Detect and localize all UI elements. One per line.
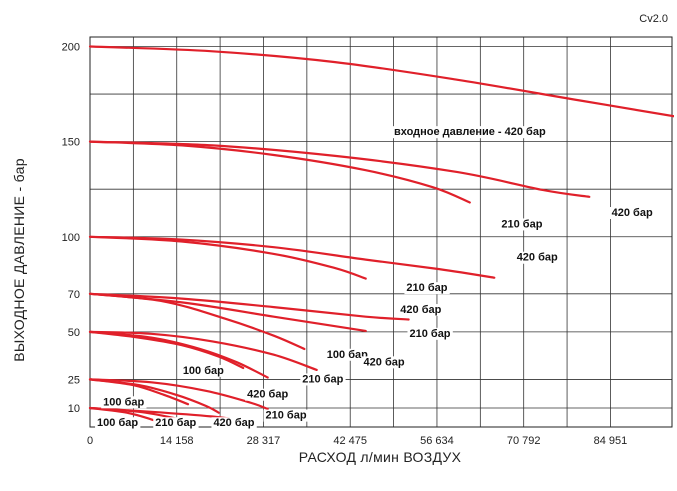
series-label-text-16: 100 бар bbox=[97, 417, 138, 429]
grid bbox=[89, 37, 672, 427]
series-label-3: 420 бар bbox=[514, 251, 561, 264]
series-label-bg-9 bbox=[300, 373, 346, 386]
series-label-4: 210 бар bbox=[404, 282, 450, 295]
series-label-bg-15 bbox=[153, 417, 199, 430]
series-line-25-420 bbox=[88, 378, 269, 410]
series-label-text-8: 420 бар bbox=[364, 356, 405, 368]
series-label-8: 420 бар bbox=[361, 356, 407, 369]
x-tick-label-4: 56 634 bbox=[420, 435, 454, 447]
series-line-70-420 bbox=[88, 292, 410, 321]
series-label-text-9: 210 бар bbox=[302, 373, 343, 385]
series-line-150-210 bbox=[88, 140, 471, 204]
series-label-10: 100 бар bbox=[180, 364, 227, 377]
series-label-bg-4 bbox=[404, 282, 450, 295]
y-tick-label-4: 100 bbox=[62, 232, 80, 244]
series-label-7: 100 бар bbox=[324, 348, 371, 361]
series-label-text-2: 210 бар bbox=[501, 218, 542, 230]
series-label-9: 210 бар bbox=[300, 373, 346, 386]
series-line-50-100 bbox=[88, 330, 245, 370]
y-tick-label-3: 70 bbox=[68, 289, 80, 301]
series-label-bg-8 bbox=[361, 356, 407, 369]
series-label-text-10: 100 бар bbox=[183, 365, 224, 377]
series-line-70-100 bbox=[88, 292, 306, 351]
series-label-bg-16 bbox=[95, 417, 141, 430]
series-label-text-6: 210 бар bbox=[409, 328, 450, 340]
series-label-5: 420 бар bbox=[398, 304, 444, 317]
series-line-25-100 bbox=[88, 378, 190, 406]
plot-frame bbox=[89, 36, 673, 428]
series-label-bg-12 bbox=[263, 409, 309, 422]
x-tick-label-1: 14 158 bbox=[160, 435, 194, 447]
series-label-2: 210 бар bbox=[499, 218, 545, 231]
series-label-text-11: 420 бар bbox=[247, 389, 288, 401]
series-label-text-3: 420 бар bbox=[517, 252, 558, 264]
series-label-text-12: 210 бар bbox=[266, 410, 307, 422]
y-tick-label-2: 50 bbox=[68, 327, 80, 339]
series-label-bg-5 bbox=[398, 304, 444, 317]
series-label-bg-13 bbox=[101, 396, 147, 409]
series-line-100-420 bbox=[88, 235, 496, 279]
series-label-text-4: 210 бар bbox=[406, 282, 447, 294]
series-line-50-210 bbox=[88, 330, 269, 379]
series-label-text-1: 420 бар bbox=[612, 207, 653, 219]
x-axis-title: РАСХОД л/мин ВОЗДУХ bbox=[299, 449, 462, 465]
series-label-bg-0 bbox=[391, 126, 548, 139]
x-tick-label-2: 28 317 bbox=[247, 435, 281, 447]
y-tick-label-5: 150 bbox=[62, 137, 80, 149]
series-label-0: входное давление - 420 бар bbox=[391, 126, 548, 139]
x-tick-label-5: 70 792 bbox=[507, 435, 541, 447]
series-label-bg-6 bbox=[407, 327, 453, 340]
y-axis-title: ВЫХОДНОЕ ДАВЛЕНИЕ - бар bbox=[11, 158, 27, 362]
series-line-50-420 bbox=[88, 330, 318, 371]
series-label-bg-11 bbox=[245, 388, 291, 401]
series-line-200-420 bbox=[88, 45, 674, 118]
series-label-text-7: 100 бар bbox=[327, 349, 368, 361]
x-tick-label-6: 84 951 bbox=[594, 435, 628, 447]
series-line-100-210 bbox=[88, 235, 367, 280]
series-label-bg-14 bbox=[211, 417, 257, 430]
series-label-bg-2 bbox=[499, 218, 545, 231]
series-label-13: 100 бар bbox=[101, 396, 147, 409]
series-label-text-14: 420 бар bbox=[213, 417, 254, 429]
series-label-bg-7 bbox=[324, 348, 371, 361]
y-tick-label-6: 200 bbox=[62, 42, 80, 54]
series-label-1: 420 бар bbox=[609, 207, 655, 220]
series-label-12: 210 бар bbox=[263, 409, 309, 422]
x-tick-label-3: 42 475 bbox=[333, 435, 367, 447]
x-axis-ticks: 0 14 158 28 317 42 475 56 634 70 792 84 951 bbox=[87, 435, 627, 447]
series-label-11: 420 бар bbox=[245, 388, 291, 401]
series-label-text-15: 210 бар bbox=[155, 417, 196, 429]
series-label-text-13: 100 бар bbox=[103, 396, 144, 408]
corner-label: Cv2.0 bbox=[639, 13, 668, 25]
series-label-16: 100 бар bbox=[95, 417, 141, 430]
series-label-bg-10 bbox=[180, 364, 227, 377]
y-tick-label-0: 10 bbox=[68, 403, 80, 415]
x-tick-label-0: 0 bbox=[87, 435, 93, 447]
series-label-bg-1 bbox=[609, 207, 655, 220]
series-label-text-5: 420 бар bbox=[400, 304, 441, 316]
series-label-15: 210 бар bbox=[153, 417, 199, 430]
series-label-6: 210 бар bbox=[407, 327, 453, 340]
y-tick-label-1: 25 bbox=[68, 374, 80, 386]
series-labels: входное давление - 420 бар 420 бар 210 бар… bbox=[95, 126, 655, 430]
y-axis-ticks: 10 25 50 70 100 150 200 bbox=[62, 42, 80, 415]
series-line-150-420 bbox=[88, 140, 591, 198]
series-label-bg-3 bbox=[514, 251, 561, 264]
series-label-text-0: входное давление - 420 бар bbox=[394, 126, 546, 138]
series-label-14: 420 бар bbox=[211, 417, 257, 430]
